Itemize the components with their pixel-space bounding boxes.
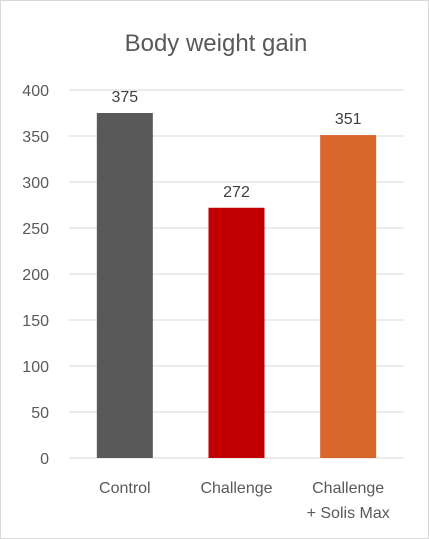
y-axis-ticks: 0 50 100 150 200 250 300 350 400 xyxy=(22,83,49,468)
y-tick-label: 350 xyxy=(22,129,49,146)
data-labels: 375 272 351 xyxy=(111,89,361,201)
y-tick-label: 50 xyxy=(31,405,49,422)
chart-title: Body weight gain xyxy=(125,30,308,57)
y-tick-label: 200 xyxy=(22,267,49,284)
bars xyxy=(96,113,377,458)
bar-data-label: 375 xyxy=(111,89,138,106)
bar xyxy=(208,207,265,458)
bar-data-label: 272 xyxy=(223,184,250,201)
y-tick-label: 150 xyxy=(22,313,49,330)
y-tick-label: 250 xyxy=(22,221,49,238)
y-tick-label: 100 xyxy=(22,359,49,376)
y-tick-label: 400 xyxy=(22,83,49,100)
x-category-label: + Solis Max xyxy=(307,505,390,522)
x-category-label: Challenge xyxy=(312,480,384,497)
bar xyxy=(96,113,153,458)
y-tick-label: 300 xyxy=(22,175,49,192)
x-category-label: Challenge xyxy=(200,480,272,497)
bar-data-label: 351 xyxy=(335,111,362,128)
x-axis-categories: Control Challenge Challenge + Solis Max xyxy=(99,480,390,522)
y-tick-label: 0 xyxy=(40,451,49,468)
bar xyxy=(320,135,377,458)
x-category-label: Control xyxy=(99,480,151,497)
